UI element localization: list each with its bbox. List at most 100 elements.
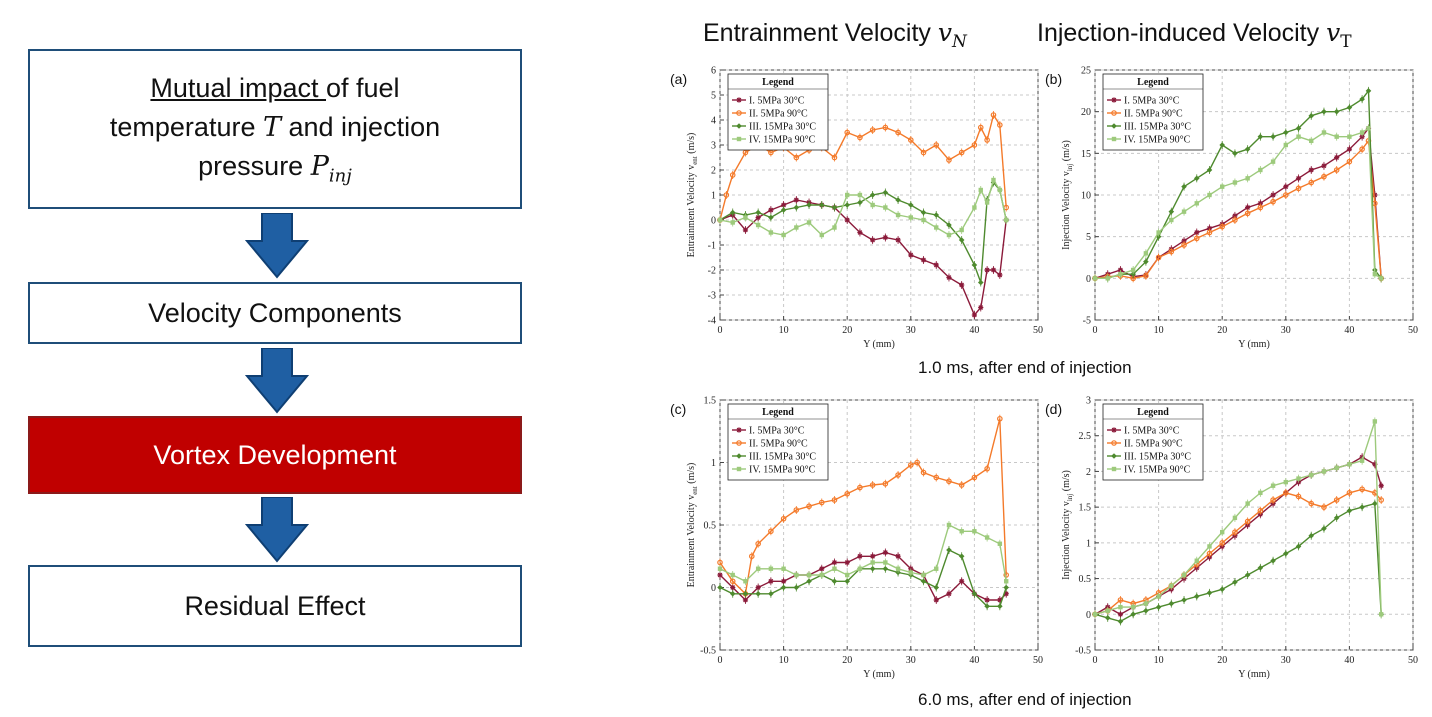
- data-point: [946, 522, 952, 528]
- down-arrow-1-icon: [245, 213, 309, 279]
- data-point: [997, 272, 1003, 278]
- data-point: [857, 229, 863, 236]
- data-point: [933, 142, 940, 148]
- data-point: [959, 529, 964, 534]
- data-point: [742, 590, 749, 597]
- data-point: [933, 262, 939, 268]
- legend-entry: IV. 15MPa 90°C: [749, 135, 816, 146]
- data-point: [882, 234, 888, 241]
- data-point: [984, 603, 990, 610]
- y-tick-label: 2.5: [1079, 431, 1092, 442]
- header-entrainment-sub: N: [951, 32, 967, 52]
- legend-box: [727, 403, 829, 481]
- data-point: [1181, 209, 1187, 214]
- data-point: [1372, 461, 1378, 467]
- data-point: [920, 209, 927, 216]
- data-point: [1143, 601, 1149, 606]
- x-axis-label: Y (mm): [863, 339, 895, 350]
- mutual-impact-rest: of fuel: [326, 72, 400, 103]
- box-mutual-impact-text: Mutual impact of fuel temperature T and …: [110, 69, 440, 190]
- data-point: [1206, 229, 1213, 236]
- data-point: [934, 225, 939, 230]
- data-point: [806, 220, 812, 225]
- x-tick-label: 40: [969, 655, 979, 666]
- data-point: [1257, 565, 1264, 571]
- data-point: [1245, 204, 1251, 211]
- data-point: [933, 584, 940, 591]
- data-point: [1181, 242, 1187, 248]
- data-point: [1257, 204, 1264, 211]
- data-point: [844, 559, 850, 566]
- y-tick-label: -4: [708, 316, 716, 327]
- data-point: [1193, 175, 1200, 182]
- data-point: [1347, 134, 1352, 139]
- data-point: [908, 570, 913, 575]
- y-tick-label: 1: [711, 191, 716, 202]
- data-point: [1156, 594, 1161, 599]
- data-point: [1169, 583, 1174, 588]
- legend-entry: III. 15MPa 30°C: [1124, 122, 1191, 133]
- data-point: [1232, 150, 1238, 157]
- data-point: [1207, 544, 1212, 549]
- data-point: [818, 499, 825, 506]
- legend-entry: I. 5MPa 30°C: [749, 426, 805, 437]
- data-point: [1365, 88, 1372, 94]
- data-point: [1143, 251, 1149, 256]
- data-point: [958, 237, 965, 243]
- y-tick-label: 1: [711, 458, 716, 469]
- x-tick-label: 40: [1344, 655, 1354, 666]
- data-point: [1168, 248, 1175, 255]
- data-point: [991, 177, 996, 183]
- data-point: [977, 279, 984, 286]
- data-point: [781, 566, 786, 571]
- data-point: [972, 205, 977, 210]
- legend-entry: III. 15MPa 30°C: [749, 452, 816, 463]
- data-point: [946, 274, 952, 281]
- data-point: [1372, 271, 1378, 277]
- data-point: [768, 207, 774, 213]
- data-point: [717, 566, 723, 571]
- data-point: [1359, 486, 1365, 493]
- data-point: [1283, 184, 1289, 190]
- legend-marker: [1111, 427, 1117, 433]
- data-point: [717, 559, 723, 566]
- data-point: [1181, 183, 1187, 190]
- data-point: [1244, 572, 1251, 578]
- data-point: [857, 484, 863, 491]
- data-point: [781, 578, 787, 584]
- x-axis-label: Y (mm): [863, 669, 895, 680]
- data-point: [831, 497, 838, 503]
- data-point: [870, 237, 876, 243]
- panel-label: (b): [1045, 71, 1062, 87]
- chart-panel-c: (c)0 10 20 30 40 50-0.500.511.5Y (mm)Entrainm…: [670, 396, 1043, 681]
- legend-marker: [1111, 466, 1117, 472]
- data-point: [1219, 142, 1225, 148]
- y-tick-label: -2: [708, 266, 716, 277]
- data-point: [946, 591, 952, 597]
- chart-panel-a: (a) 0 10 20 30 40 50 -4 -3 -2 -1 0 1 2 3 4 5 6 Y (mm) Entra…: [670, 66, 1043, 351]
- y-tick-label: 1: [1086, 538, 1091, 549]
- y-tick-label: 5: [1086, 232, 1091, 243]
- y-tick-label: -1: [708, 241, 716, 252]
- data-point: [997, 603, 1003, 610]
- data-point: [1321, 504, 1327, 510]
- data-point: [844, 490, 851, 497]
- data-point: [984, 137, 990, 143]
- data-point: [933, 212, 940, 218]
- data-point: [742, 597, 749, 603]
- legend-entry: II. 5MPa 90°C: [1124, 109, 1183, 120]
- data-point: [857, 553, 863, 559]
- header-entrainment-var: v: [937, 18, 952, 47]
- box-residual-effect: Residual Effect: [28, 565, 522, 647]
- data-point: [1333, 497, 1340, 503]
- y-tick-label: -5: [1083, 316, 1091, 327]
- data-point: [1181, 572, 1187, 578]
- data-point: [1257, 507, 1264, 514]
- legend-entry: IV. 15MPa 90°C: [749, 465, 816, 476]
- data-point: [1245, 501, 1250, 506]
- data-point: [1130, 604, 1136, 610]
- data-point: [780, 515, 787, 522]
- data-point: [869, 565, 876, 572]
- y-tick-label: -0.5: [700, 646, 716, 657]
- data-point: [844, 578, 850, 585]
